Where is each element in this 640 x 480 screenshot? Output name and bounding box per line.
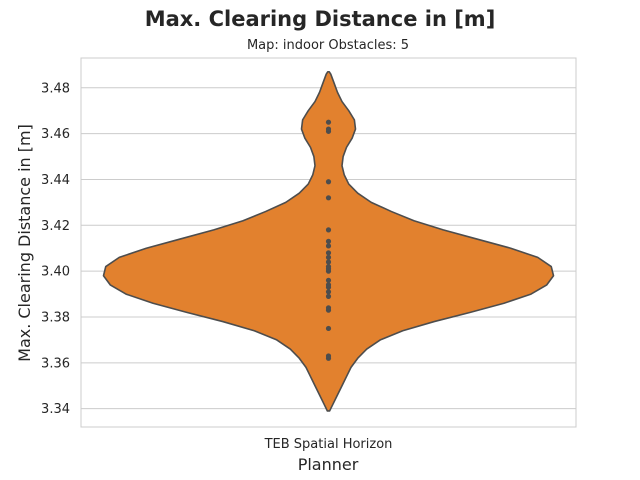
y-tick-label: 3.34 [41,402,70,417]
chart-subtitle: Map: indoor Obstacles: 5 [247,38,409,53]
data-point [325,238,332,244]
data-point [325,254,332,260]
data-point [325,243,332,249]
points-layer [325,119,332,361]
data-point [325,259,332,265]
y-tick-label: 3.42 [41,219,70,234]
chart-title: Max. Clearing Distance in [m] [145,7,496,31]
data-point [325,289,332,295]
y-axis-label: Max. Clearing Distance in [m] [15,124,34,362]
plot-frame [80,57,577,428]
data-point [325,282,332,288]
data-point [325,179,332,185]
data-point [325,126,332,132]
data-point [325,325,332,332]
data-point [325,119,332,125]
data-point [325,305,332,311]
x-tick-label: TEB Spatial Horizon [264,437,393,452]
y-tick-labels: 3.34 3.36 3.38 3.40 3.42 3.44 3.46 3.48 [41,81,70,417]
data-point [325,250,332,256]
x-axis-label: Planner [298,455,359,474]
data-point [325,277,332,283]
data-point [325,227,332,233]
y-tick-label: 3.48 [41,81,70,96]
y-tick-label: 3.36 [41,356,70,371]
data-point [325,353,332,359]
y-tick-label: 3.38 [41,310,70,325]
y-tick-label: 3.44 [41,173,70,188]
data-point [325,263,332,270]
y-tick-label: 3.40 [41,265,70,280]
data-point [325,195,332,201]
data-point [325,293,332,299]
x-tick-labels: TEB Spatial Horizon [264,437,393,452]
y-tick-label: 3.46 [41,127,70,142]
